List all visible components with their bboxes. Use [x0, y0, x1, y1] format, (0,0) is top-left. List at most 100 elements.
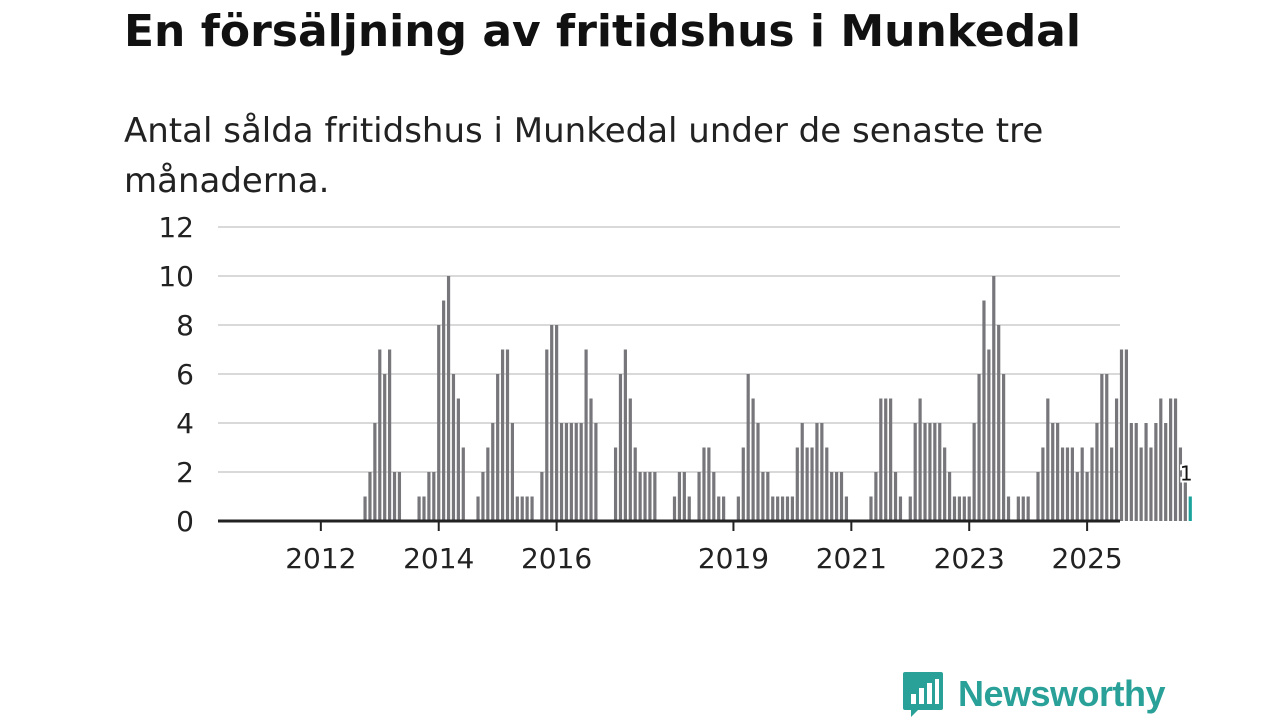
bar — [623, 349, 627, 521]
bar — [569, 423, 573, 521]
bar — [1065, 447, 1070, 521]
bar — [879, 398, 883, 521]
bar — [785, 496, 790, 521]
x-tick-label: 2021 — [816, 542, 887, 575]
x-tick-label: 2019 — [698, 542, 769, 575]
chart-title: En försäljning av fritidshus i Munkedal — [124, 6, 1081, 57]
bar — [677, 472, 682, 521]
bar — [1149, 447, 1153, 521]
bar — [805, 447, 809, 521]
bar — [972, 423, 976, 521]
bar — [550, 325, 554, 521]
y-tick-label: 4 — [176, 407, 194, 440]
bar — [1036, 472, 1040, 521]
bar — [977, 374, 981, 521]
bar — [697, 472, 701, 521]
bar — [564, 423, 569, 521]
bar — [780, 496, 785, 521]
bar — [363, 496, 367, 521]
bar — [1154, 423, 1158, 521]
bar — [1075, 472, 1079, 521]
bar — [496, 374, 500, 521]
bar — [898, 496, 903, 521]
bar — [1002, 374, 1006, 521]
chart-subtitle: Antal sålda fritidshus i Munkedal under … — [124, 111, 1044, 201]
bar — [422, 496, 426, 521]
bar — [378, 349, 382, 521]
bar — [889, 398, 893, 521]
brand-name: Newsworthy — [958, 673, 1166, 714]
bar — [383, 374, 387, 521]
bar — [815, 423, 819, 521]
bar — [1129, 423, 1133, 521]
bar — [388, 349, 392, 521]
bar — [618, 374, 623, 521]
bar — [437, 325, 441, 521]
bar — [810, 447, 814, 521]
bar — [1144, 423, 1148, 521]
bar — [589, 398, 593, 521]
bar — [510, 423, 515, 521]
x-axis-ticks: 2012 2014 2016 2019 2021 2023 2025 — [285, 521, 1123, 575]
bar — [555, 325, 559, 521]
bar — [795, 447, 799, 521]
bar — [874, 472, 878, 521]
bar — [1090, 447, 1094, 521]
bar — [481, 472, 485, 521]
bar — [1016, 496, 1020, 521]
bar — [736, 496, 740, 521]
bar — [830, 472, 834, 521]
bar-series — [363, 276, 1192, 521]
bar-chart: 0 2 4 6 8 10 12 2012 2014 2016 2019 2021 2023 2025 1 — [158, 211, 1194, 575]
bar — [1110, 447, 1114, 521]
bar — [1021, 496, 1025, 521]
bar — [766, 472, 770, 521]
bar — [835, 472, 839, 521]
bar — [545, 349, 549, 521]
bar — [722, 496, 726, 521]
bar-chart-speech-bubble-icon — [903, 672, 943, 717]
bar — [707, 447, 711, 521]
bar — [741, 447, 745, 521]
bar — [1173, 398, 1178, 521]
bar — [520, 496, 524, 521]
bar — [992, 276, 996, 521]
bar — [1046, 398, 1050, 521]
y-axis-ticks: 0 2 4 6 8 10 12 — [158, 211, 194, 538]
bar — [923, 423, 927, 521]
bar — [1051, 423, 1055, 521]
newsworthy-logo: Newsworthy — [902, 670, 1166, 718]
bar — [584, 349, 588, 521]
bar — [633, 447, 637, 521]
bar — [476, 496, 480, 521]
bar — [682, 472, 686, 521]
bar-latest — [1188, 496, 1192, 521]
y-tick-label: 2 — [176, 456, 194, 489]
y-tick-label: 10 — [158, 260, 194, 293]
bar — [540, 472, 544, 521]
bar — [839, 472, 844, 521]
bar — [392, 472, 397, 521]
bar — [761, 472, 765, 521]
bar — [928, 423, 932, 521]
bar — [869, 496, 873, 521]
y-tick-label: 6 — [176, 358, 194, 391]
bar — [628, 398, 632, 521]
bar — [1124, 349, 1129, 521]
gridlines — [218, 226, 1120, 473]
bar — [451, 374, 456, 521]
bar — [913, 423, 917, 521]
bar — [653, 472, 657, 521]
bar — [957, 496, 961, 521]
bar — [1056, 423, 1060, 521]
bar — [368, 472, 372, 521]
bar — [938, 423, 942, 521]
bar — [844, 496, 849, 521]
bar — [1119, 349, 1124, 521]
bar — [967, 496, 971, 521]
bar — [1060, 447, 1065, 521]
bar — [579, 423, 583, 521]
bar — [1159, 398, 1163, 521]
bar — [486, 447, 490, 521]
bar — [1041, 447, 1045, 521]
